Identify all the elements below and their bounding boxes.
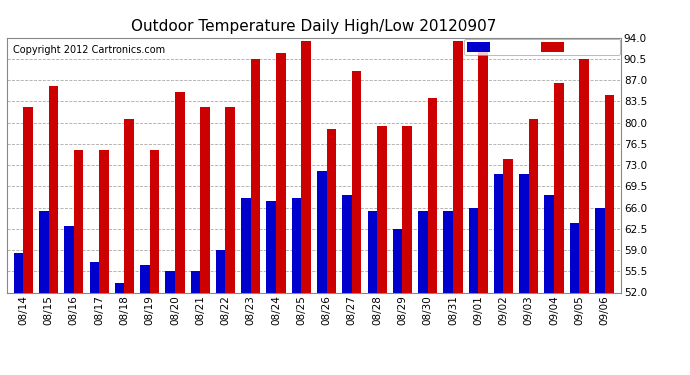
Bar xyxy=(402,126,412,375)
Bar xyxy=(570,223,580,375)
Bar xyxy=(14,253,23,375)
Bar xyxy=(266,201,276,375)
Bar xyxy=(150,150,159,375)
Bar xyxy=(302,40,311,375)
Bar xyxy=(241,198,250,375)
Bar xyxy=(326,129,336,375)
Bar xyxy=(48,86,58,375)
Bar xyxy=(494,174,504,375)
Bar xyxy=(544,195,554,375)
Bar xyxy=(226,107,235,375)
Bar xyxy=(519,174,529,375)
Text: Copyright 2012 Cartronics.com: Copyright 2012 Cartronics.com xyxy=(13,45,165,55)
Bar xyxy=(342,195,352,375)
Bar xyxy=(317,171,326,375)
Bar xyxy=(377,126,386,375)
Bar xyxy=(554,83,564,375)
Bar xyxy=(99,150,109,375)
Bar xyxy=(140,265,150,375)
Bar xyxy=(276,53,286,375)
Bar xyxy=(529,120,538,375)
Bar xyxy=(418,210,428,375)
Bar xyxy=(444,210,453,375)
Bar xyxy=(23,107,33,375)
Bar xyxy=(580,59,589,375)
Bar xyxy=(428,98,437,375)
Legend: Low  (°F), High  (°F): Low (°F), High (°F) xyxy=(464,39,620,56)
Bar xyxy=(604,95,614,375)
Bar xyxy=(39,210,48,375)
Bar xyxy=(292,198,302,375)
Bar xyxy=(200,107,210,375)
Bar xyxy=(469,207,478,375)
Bar xyxy=(115,284,124,375)
Bar xyxy=(595,207,604,375)
Bar xyxy=(478,46,488,375)
Bar xyxy=(64,226,74,375)
Bar xyxy=(124,120,134,375)
Bar xyxy=(90,262,99,375)
Bar xyxy=(190,271,200,375)
Bar xyxy=(166,271,175,375)
Bar xyxy=(368,210,377,375)
Bar xyxy=(175,92,184,375)
Bar xyxy=(250,59,260,375)
Title: Outdoor Temperature Daily High/Low 20120907: Outdoor Temperature Daily High/Low 20120… xyxy=(131,18,497,33)
Bar xyxy=(393,229,402,375)
Bar xyxy=(504,159,513,375)
Bar xyxy=(74,150,83,375)
Bar xyxy=(453,40,462,375)
Bar xyxy=(216,250,226,375)
Bar xyxy=(352,71,362,375)
